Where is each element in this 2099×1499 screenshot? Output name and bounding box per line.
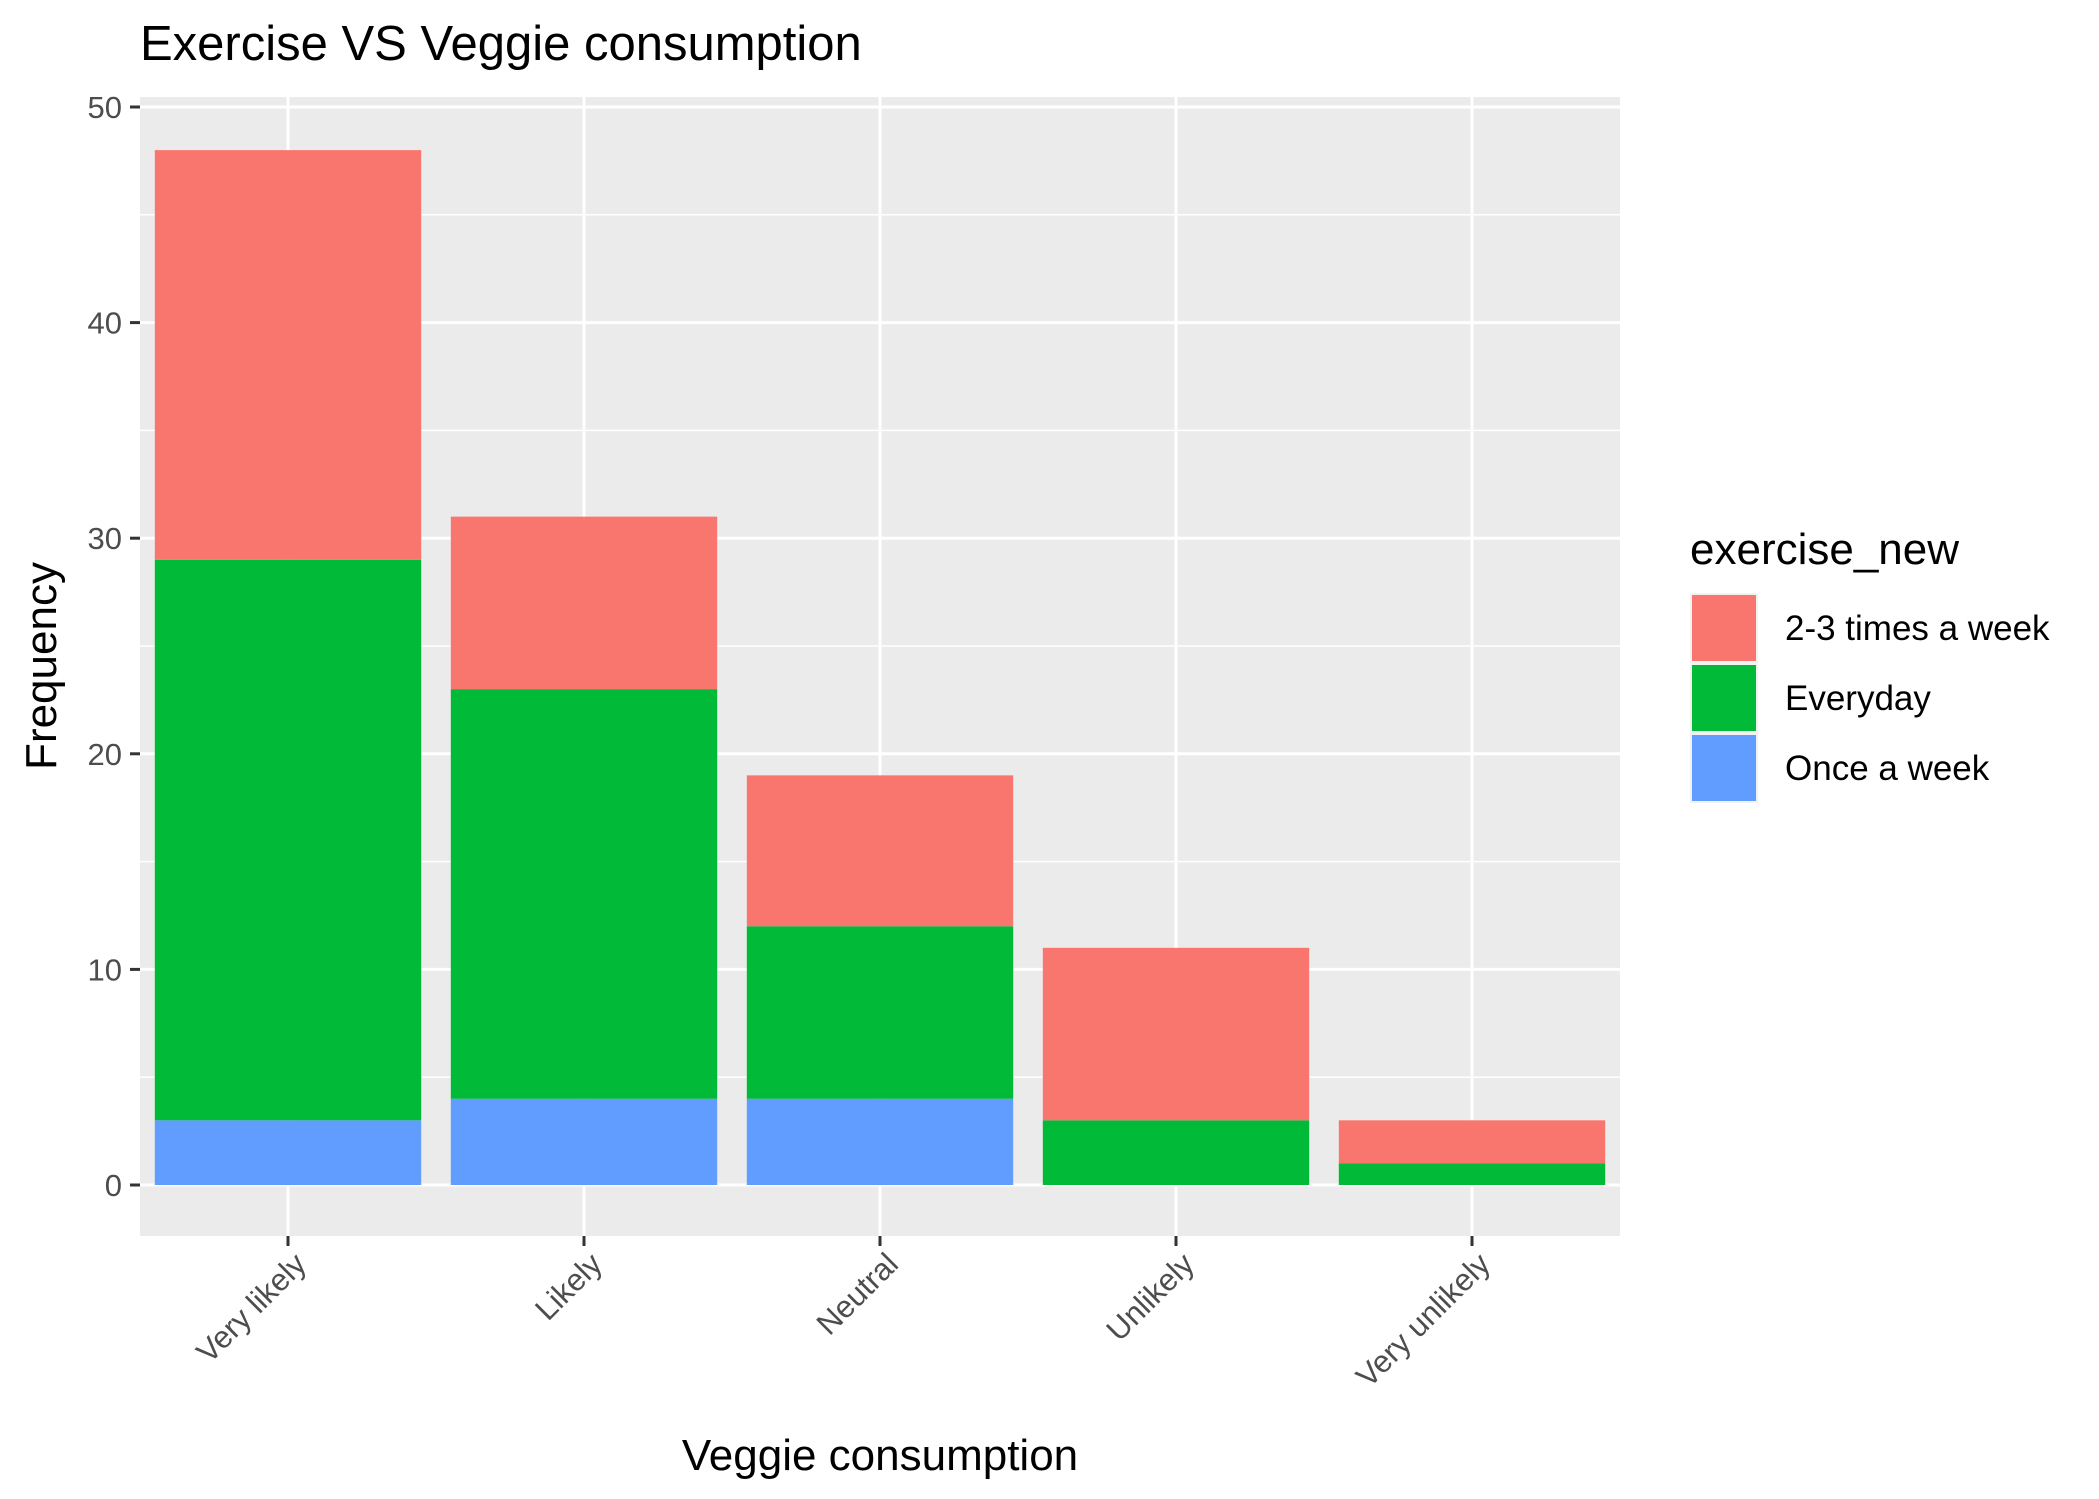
y-axis-title: Frequency bbox=[17, 562, 66, 770]
bar-segment bbox=[450, 689, 718, 1099]
x-axis-title: Veggie consumption bbox=[682, 1431, 1078, 1480]
legend-swatch bbox=[1692, 735, 1756, 801]
legend-label: 2-3 times a week bbox=[1785, 609, 2050, 648]
bar-segment bbox=[746, 1098, 1014, 1185]
bar-segment bbox=[746, 775, 1014, 927]
x-axis: Very likely Likely Neutral Unlikely Very unl… bbox=[190, 1236, 1497, 1394]
bar-segment bbox=[746, 926, 1014, 1099]
bar-segment bbox=[154, 1120, 422, 1185]
y-tick-label: 0 bbox=[105, 1168, 122, 1203]
plot-panel bbox=[140, 97, 1620, 1236]
bar-segment bbox=[450, 1098, 718, 1185]
x-tick-label: Unlikely bbox=[1099, 1246, 1201, 1348]
x-tick-label: Very unlikely bbox=[1349, 1246, 1497, 1394]
bar-segment bbox=[1338, 1163, 1606, 1185]
y-tick-label: 10 bbox=[88, 952, 122, 987]
legend: exercise_new 2-3 times a week Everyday Onc… bbox=[1690, 525, 2050, 803]
x-tick-label: Very likely bbox=[190, 1246, 314, 1370]
y-tick-label: 40 bbox=[88, 306, 122, 341]
x-tick-label: Neutral bbox=[810, 1246, 905, 1341]
bar-segment bbox=[154, 150, 422, 560]
chart-title: Exercise VS Veggie consumption bbox=[140, 17, 862, 71]
legend-swatch bbox=[1692, 595, 1756, 661]
y-axis: 0 10 20 30 40 50 bbox=[88, 90, 140, 1203]
y-tick-label: 50 bbox=[88, 90, 122, 125]
legend-title: exercise_new bbox=[1690, 525, 1959, 574]
bar-segment bbox=[154, 559, 422, 1121]
legend-swatch bbox=[1692, 665, 1756, 731]
legend-label: Everyday bbox=[1785, 679, 1931, 718]
bar-segment bbox=[450, 516, 718, 690]
bar-segment bbox=[1042, 947, 1310, 1121]
y-tick-label: 20 bbox=[88, 737, 122, 772]
x-tick-label: Likely bbox=[528, 1246, 609, 1327]
y-tick-label: 30 bbox=[88, 521, 122, 556]
bar-segment bbox=[1338, 1120, 1606, 1164]
legend-label: Once a week bbox=[1785, 749, 1990, 788]
bar-segment bbox=[1042, 1120, 1310, 1185]
